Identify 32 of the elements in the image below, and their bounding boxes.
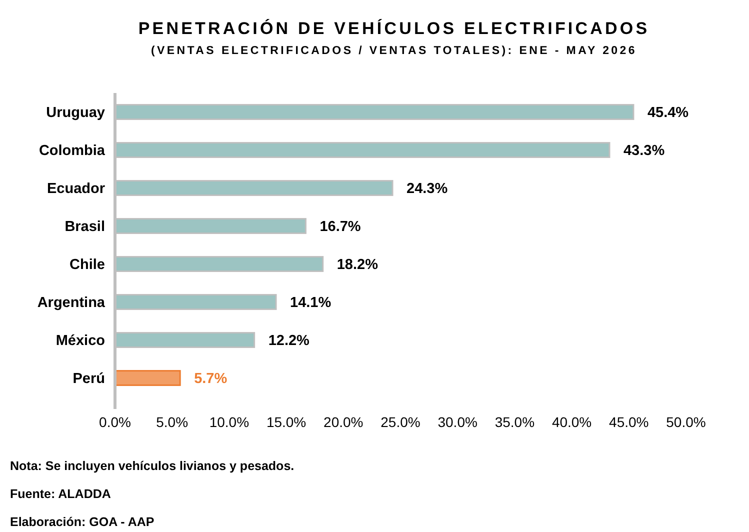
chart-subtitle: (VENTAS ELECTRIFICADOS / VENTAS TOTALES): ENE - MAY 2026 [151,45,637,57]
data-label: 45.4% [647,105,689,122]
x-tick-label: 30.0% [438,414,478,430]
x-tick-label: 45.0% [609,414,649,430]
x-tick-label: 0.0% [99,414,131,430]
data-label: 43.3% [623,143,665,160]
x-tick-label: 15.0% [266,414,306,430]
y-tick-label: Uruguay [46,105,105,122]
x-tick-label: 10.0% [209,414,250,430]
y-tick-label: México [56,333,106,350]
data-label: 16.7% [320,219,361,236]
y-tick-label: Chile [70,257,105,274]
data-label: 5.7% [194,371,228,388]
x-tick-label: 35.0% [494,414,535,430]
x-tick-label: 50.0% [666,414,706,430]
text: Elaboración: GOA - AAP [10,515,154,529]
y-tick-label: Argentina [37,295,106,312]
y-tick-label: Brasil [64,219,105,236]
y-tick-label: Perú [72,371,105,388]
data-label: 14.1% [290,295,332,312]
data-label: 12.2% [268,333,310,350]
source-note: Fuente: ALADDA [10,487,111,501]
data-label: 24.3% [406,181,448,198]
y-tick-label: Colombia [38,143,106,160]
data-label: 18.2% [336,257,378,274]
x-tick-label: 25.0% [380,414,420,430]
text: Nota: Se incluyen vehículos livianos y pesados. [10,459,294,473]
x-tick-label: 5.0% [156,414,188,430]
y-tick-label: Ecuador [46,181,106,198]
chart-title: PENETRACIÓN DE VEHÍCULOS ELECTRIFICADOS [138,18,650,38]
x-tick-label: 40.0% [552,414,592,430]
x-tick-label: 20.0% [324,414,364,430]
